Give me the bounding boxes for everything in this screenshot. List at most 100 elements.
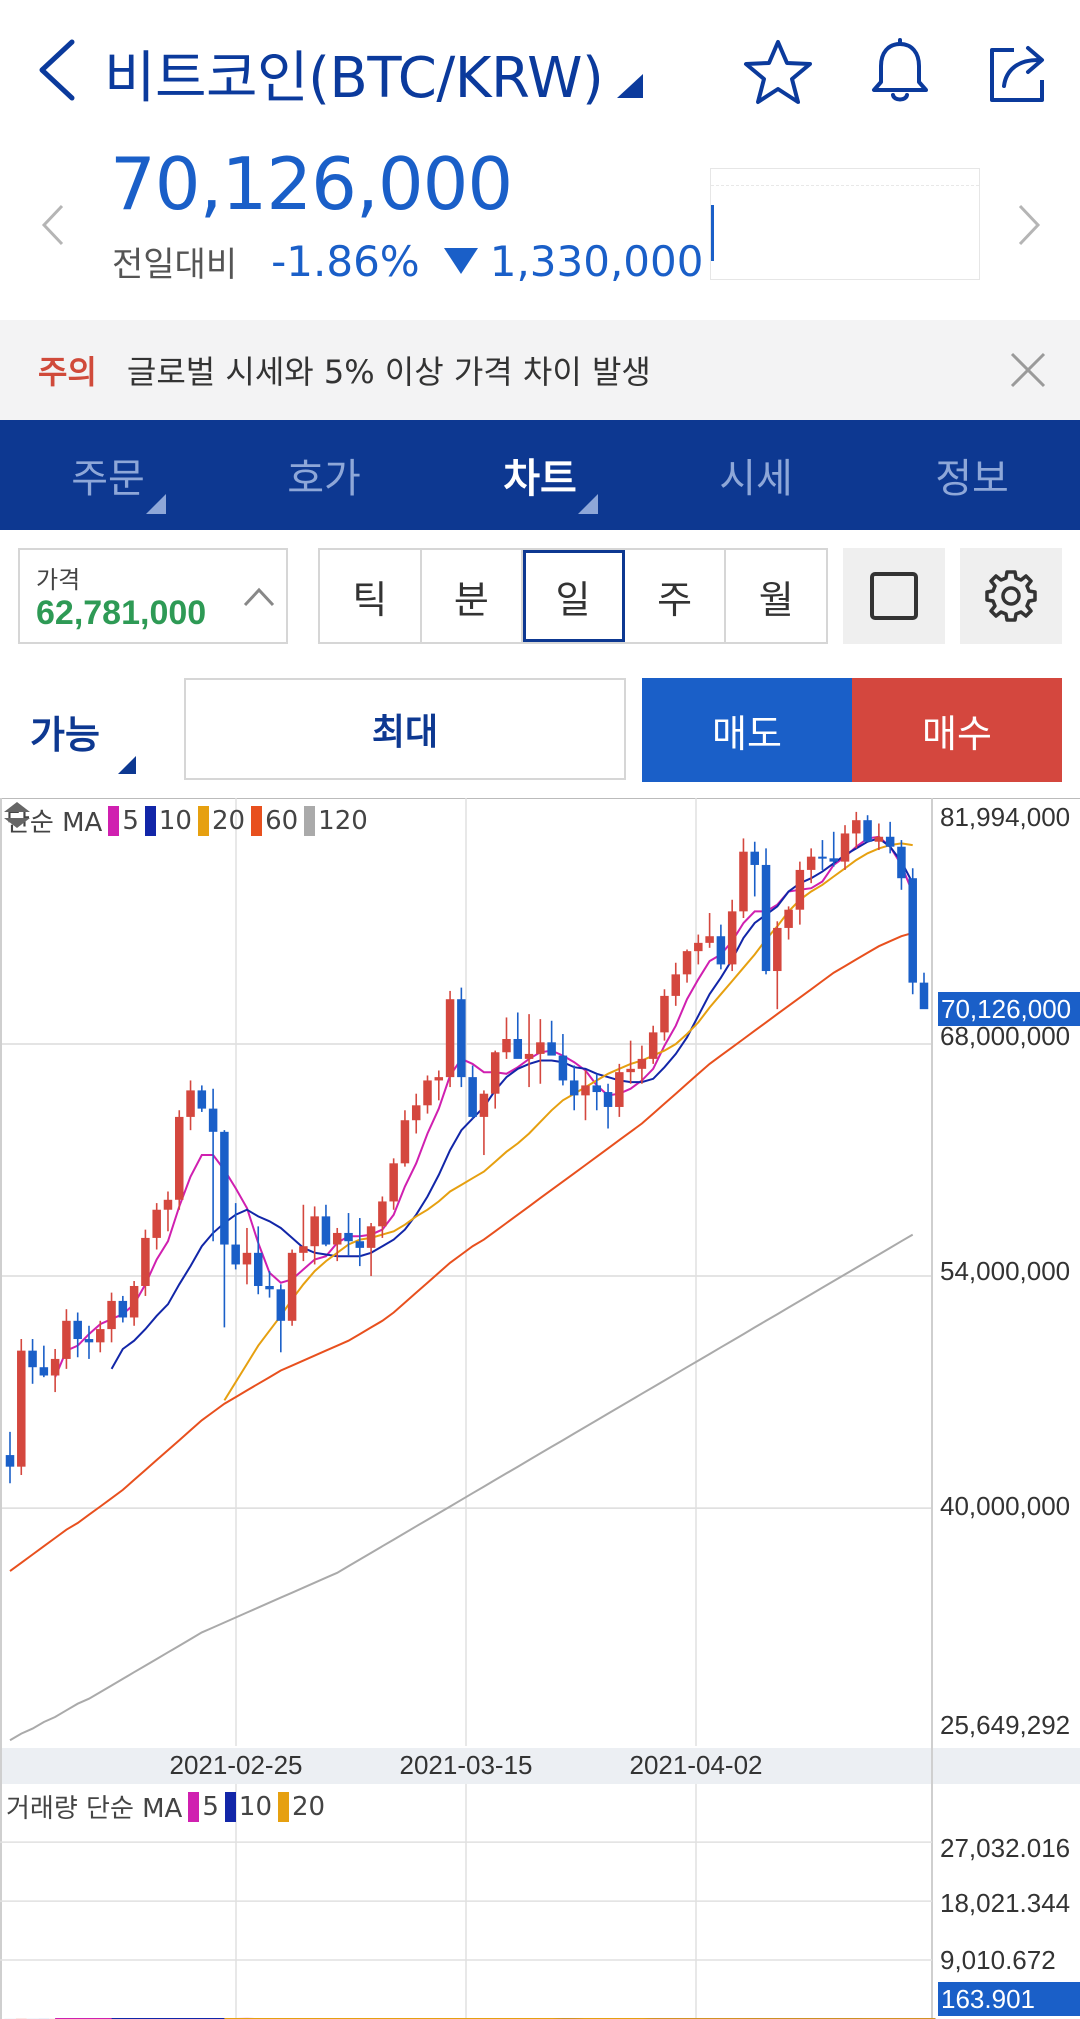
candle-body bbox=[716, 936, 726, 965]
period-tick-button[interactable]: 틱 bbox=[320, 550, 422, 642]
candle-body bbox=[366, 1226, 376, 1248]
page-title: 비트코인(BTC/KRW) bbox=[104, 45, 604, 111]
volume-tick-label: 18,021.344 bbox=[940, 1888, 1071, 1918]
ma-legend-label: 10 bbox=[158, 805, 192, 836]
candle-body bbox=[502, 1038, 511, 1053]
candle-body bbox=[253, 1252, 263, 1286]
volume-legend-label: 5 bbox=[202, 1791, 219, 1822]
app-header: 비트코인(BTC/KRW) bbox=[0, 0, 1080, 150]
candle-body bbox=[411, 1105, 421, 1121]
y-tick-label: 68,000,000 bbox=[940, 1021, 1071, 1051]
candle-body bbox=[39, 1367, 49, 1376]
dropdown-corner-icon bbox=[578, 494, 598, 514]
candle-body bbox=[874, 836, 884, 842]
price-value: 62,781,000 bbox=[36, 594, 207, 632]
close-icon[interactable] bbox=[1008, 350, 1048, 390]
current-volume-tag: 163.901 bbox=[938, 1982, 1080, 2016]
ma-line-120 bbox=[9, 1233, 914, 1742]
candle-body bbox=[637, 1058, 647, 1069]
candle-body bbox=[603, 1092, 613, 1107]
mini-chart bbox=[710, 168, 980, 280]
y-tick-label: 40,000,000 bbox=[940, 1491, 1071, 1521]
candle-body bbox=[457, 999, 466, 1078]
ma120-swatch bbox=[304, 805, 316, 836]
tab-info[interactable]: 정보 bbox=[864, 420, 1080, 530]
max-button[interactable]: 최대 bbox=[184, 678, 626, 780]
ma-legend-label: 120 bbox=[318, 805, 368, 836]
ma-legend-label: 5 bbox=[122, 805, 139, 836]
ma-legend-label: 60 bbox=[265, 805, 299, 836]
candle-body bbox=[231, 1244, 240, 1265]
candle-body bbox=[220, 1131, 229, 1245]
ma10-swatch bbox=[144, 805, 156, 836]
candle-body bbox=[242, 1252, 252, 1265]
candle-body bbox=[727, 911, 737, 965]
settings-button[interactable] bbox=[960, 548, 1062, 644]
candle-body bbox=[829, 858, 838, 862]
period-day-button[interactable]: 일 bbox=[523, 550, 625, 642]
period-week-button[interactable]: 주 bbox=[625, 550, 727, 642]
candle-body bbox=[265, 1285, 274, 1290]
available-selector[interactable]: 가능 bbox=[30, 713, 100, 757]
volume-tick-label: 27,032.016 bbox=[940, 1833, 1071, 1863]
y-tick-label: 54,000,000 bbox=[940, 1256, 1071, 1286]
candle-body bbox=[50, 1358, 60, 1376]
dropdown-corner-icon bbox=[146, 494, 166, 514]
resize-handle-icon[interactable] bbox=[0, 798, 34, 832]
bell-icon[interactable] bbox=[864, 36, 936, 108]
candle-body bbox=[863, 820, 872, 842]
back-icon[interactable] bbox=[34, 38, 84, 102]
period-month-button[interactable]: 월 bbox=[758, 577, 794, 622]
candle-body bbox=[490, 1052, 500, 1094]
x-tick-label: 2021-03-15 bbox=[399, 1750, 533, 1780]
candle-body bbox=[513, 1038, 523, 1059]
candle-body bbox=[536, 1042, 545, 1054]
candle-body bbox=[107, 1300, 116, 1330]
ma-line-10 bbox=[110, 837, 914, 1370]
market-selector[interactable]: 비트코인(BTC/KRW) bbox=[104, 38, 644, 111]
candle-body bbox=[694, 942, 703, 952]
tab-chart[interactable]: 차트 bbox=[432, 420, 648, 530]
candle-body bbox=[299, 1246, 308, 1253]
candle-body bbox=[355, 1241, 365, 1248]
sell-button[interactable]: 매도 bbox=[642, 678, 852, 782]
share-icon[interactable] bbox=[982, 36, 1054, 108]
candle-body bbox=[332, 1232, 342, 1245]
candle-body bbox=[705, 936, 714, 943]
candle-body bbox=[208, 1108, 218, 1132]
candle-body bbox=[558, 1055, 568, 1081]
candle-body bbox=[806, 856, 816, 870]
candle-body bbox=[547, 1042, 556, 1056]
chevron-right-icon[interactable] bbox=[1014, 200, 1044, 250]
star-icon[interactable] bbox=[742, 36, 814, 108]
candle-body bbox=[581, 1085, 590, 1096]
tab-order[interactable]: 주문 bbox=[0, 420, 216, 530]
candle-body bbox=[919, 982, 929, 1010]
tab-orderbook[interactable]: 호가 bbox=[216, 420, 598, 530]
change-percent: -1.86% bbox=[271, 236, 420, 286]
notice-banner: 주의 글로벌 시세와 5% 이상 가격 차이 발생 bbox=[0, 320, 1080, 420]
chart-canvas[interactable] bbox=[0, 798, 1080, 2019]
price-selector[interactable]: 가격 62,781,000 bbox=[18, 548, 288, 644]
candle-body bbox=[287, 1252, 297, 1321]
tab-label: 주문 bbox=[71, 456, 145, 502]
volume-legend-prefix: 거래량 단순 MA bbox=[6, 1794, 183, 1824]
vol-ma10-swatch bbox=[224, 1791, 236, 1822]
ma-line-60 bbox=[9, 931, 913, 1572]
notice-text: 글로벌 시세와 5% 이상 가격 차이 발생 bbox=[126, 353, 651, 391]
change-label: 전일대비 bbox=[112, 244, 238, 285]
volume-tick-label: 9,010.672 bbox=[940, 1945, 1056, 1975]
tab-label: 호가 bbox=[287, 456, 361, 502]
layout-button[interactable] bbox=[843, 548, 945, 644]
tab-label: 시세 bbox=[719, 456, 793, 502]
price-chart[interactable]: 단순 MA 5 10 20 60 120 81,994,000 68,000,0… bbox=[0, 798, 1080, 2019]
tab-quotes[interactable]: 시세 bbox=[648, 420, 864, 530]
notice-tag: 주의 bbox=[38, 353, 97, 391]
vol-ma20-swatch bbox=[278, 1791, 289, 1822]
change-amount: 1,330,000 bbox=[489, 236, 704, 286]
candle-body bbox=[96, 1329, 105, 1343]
chevron-left-icon[interactable] bbox=[38, 200, 68, 250]
buy-button[interactable]: 매수 bbox=[852, 678, 1062, 782]
period-minute-button[interactable]: 분 bbox=[422, 550, 524, 642]
candle-body bbox=[626, 1068, 635, 1073]
